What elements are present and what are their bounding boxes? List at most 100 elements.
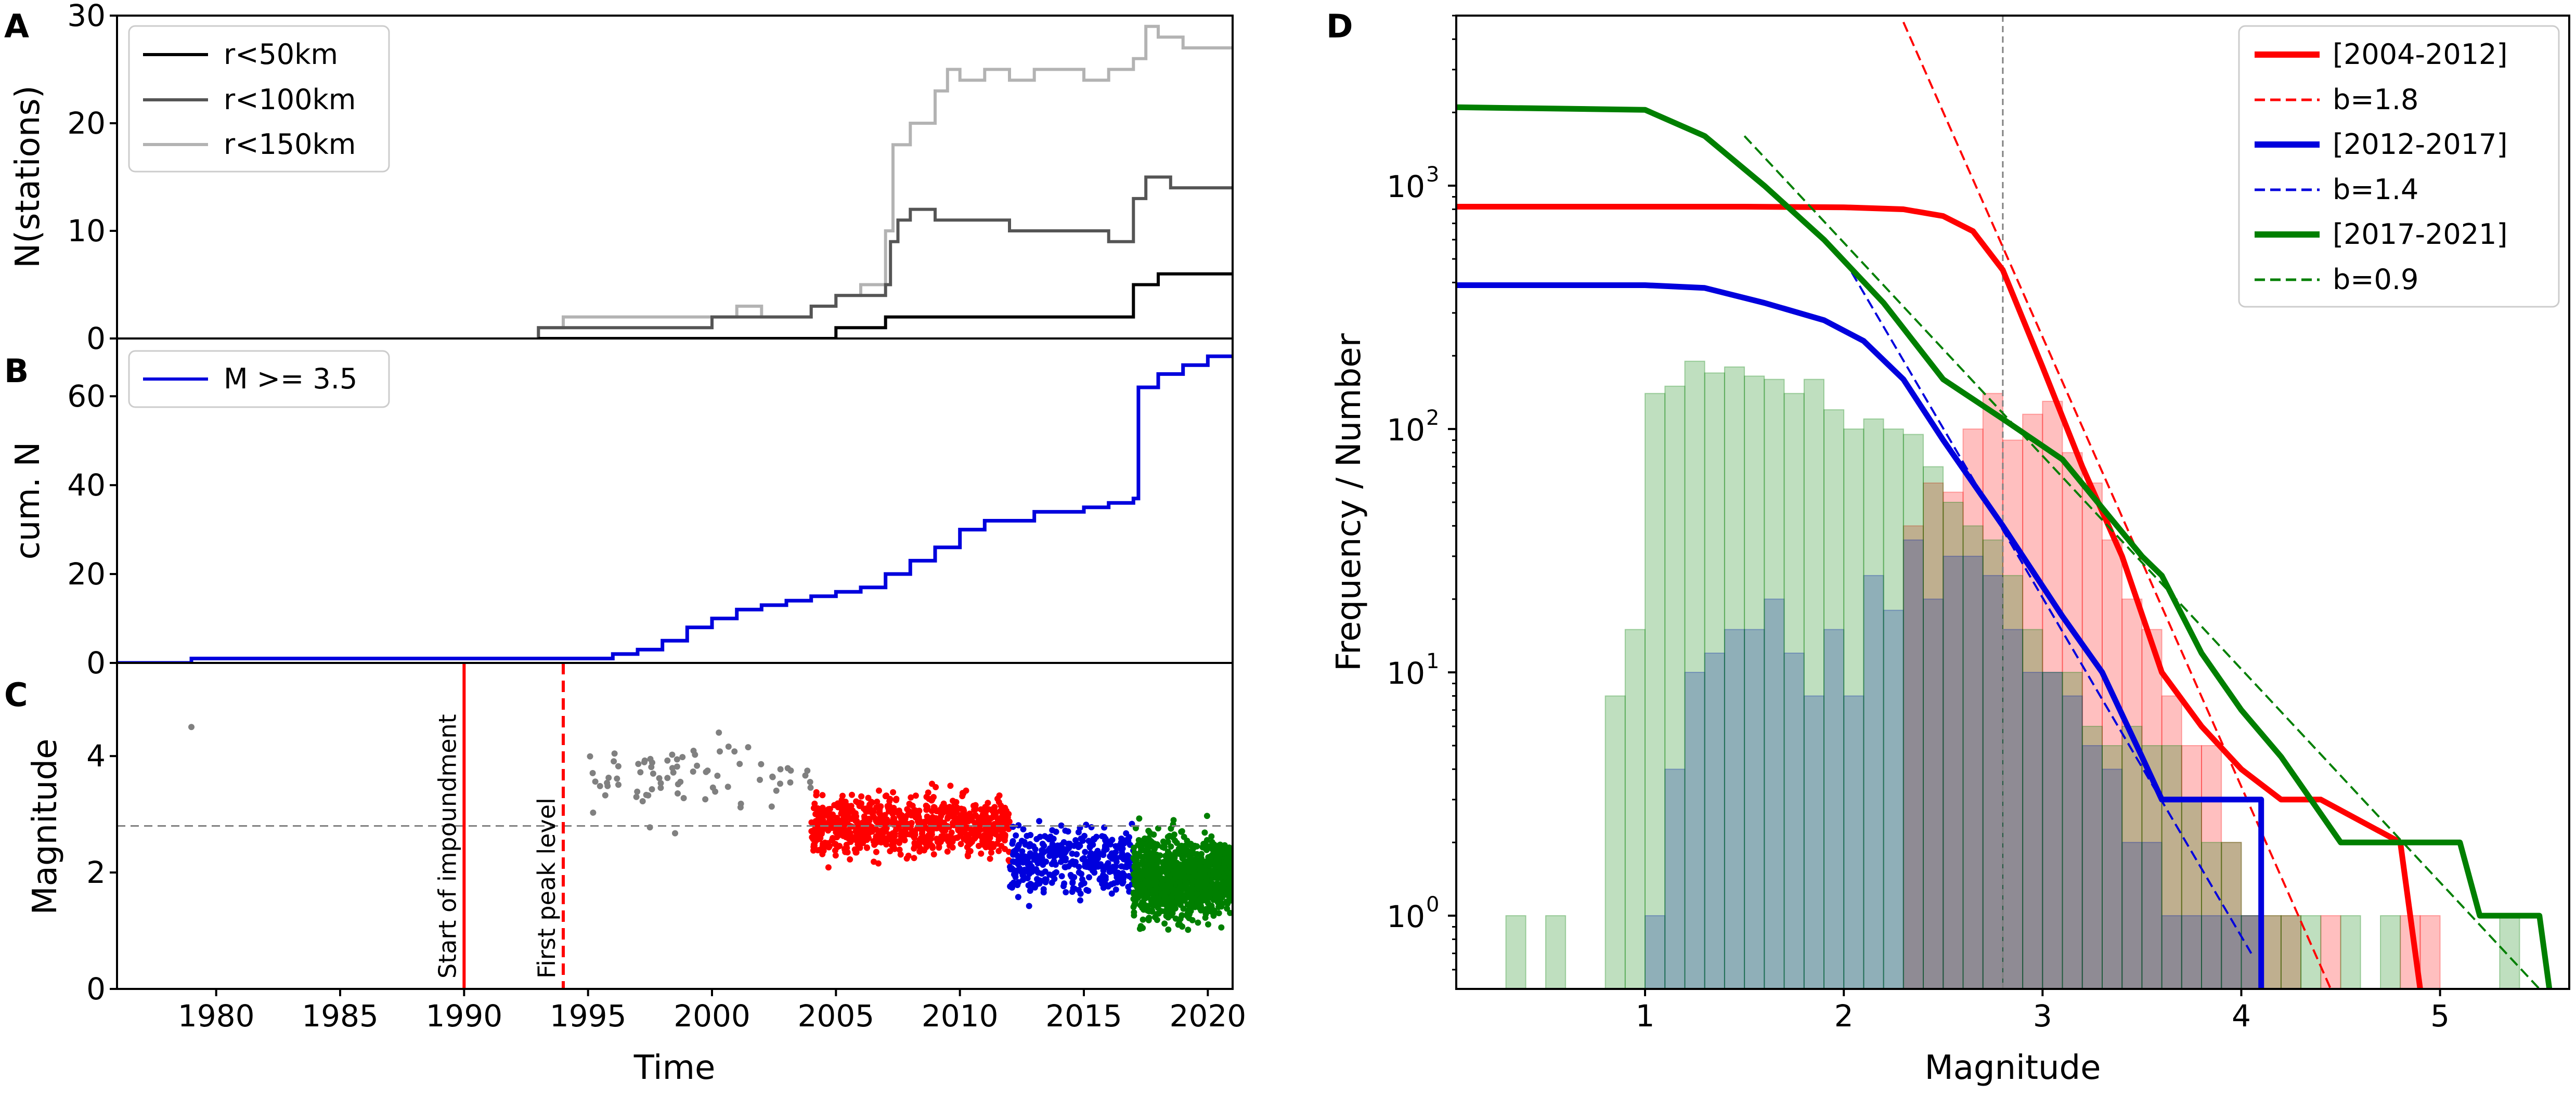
histogram-bar	[2002, 629, 2024, 989]
histogram-bar	[1724, 366, 1745, 989]
event-point	[648, 764, 655, 771]
histogram-bar	[2201, 745, 2222, 989]
histogram-bar	[1783, 393, 1805, 989]
histogram-bar	[2141, 842, 2163, 989]
event-point	[1021, 866, 1028, 873]
event-point	[1093, 833, 1100, 840]
y-tick-label: 10	[1387, 656, 1425, 691]
event-point	[1215, 893, 1222, 900]
panel-d-curves	[1456, 16, 2553, 989]
event-point	[1003, 819, 1010, 826]
event-point	[1027, 861, 1033, 867]
histogram-bar	[2022, 672, 2043, 989]
event-point	[1221, 864, 1227, 871]
event-point	[1026, 903, 1032, 909]
event-point	[946, 842, 953, 849]
y-tick-label: 10	[67, 213, 106, 249]
event-point	[669, 751, 676, 758]
histogram-bar	[1803, 379, 1825, 989]
event-point	[602, 792, 609, 799]
event-point	[857, 844, 863, 851]
histogram-bar	[1624, 629, 1646, 989]
annotation-label: First peak level	[533, 798, 561, 979]
histogram-bar	[2002, 575, 2024, 989]
event-point	[849, 791, 855, 798]
histogram-bar	[1764, 379, 1785, 989]
histogram-bar	[2081, 725, 2103, 989]
event-point	[745, 744, 752, 751]
event-point	[1024, 875, 1031, 881]
event-point	[635, 761, 642, 767]
series-line	[1843, 258, 2253, 954]
event-point	[694, 762, 701, 769]
event-point	[878, 828, 885, 834]
event-point	[709, 784, 716, 791]
event-point	[842, 845, 848, 852]
histogram-bar	[1744, 629, 1765, 989]
histogram-bar	[2081, 482, 2103, 989]
histogram-bar	[2499, 915, 2520, 989]
histogram-bar	[1664, 768, 1686, 989]
event-point	[860, 840, 866, 846]
panel-a-legend-entry-0: r<50km	[224, 38, 338, 71]
event-point	[1163, 912, 1170, 919]
event-point	[1160, 838, 1167, 845]
event-point	[1147, 859, 1154, 866]
event-point	[1140, 924, 1146, 931]
event-point	[592, 778, 599, 785]
event-point	[1140, 854, 1147, 860]
y-tick-exponent: 0	[1426, 893, 1439, 917]
event-point	[964, 844, 970, 851]
event-point	[1022, 841, 1029, 848]
histogram-bar	[1505, 915, 1526, 989]
histogram-bar	[2320, 915, 2341, 989]
event-point	[633, 793, 640, 800]
event-point	[615, 763, 622, 770]
event-point	[1203, 880, 1210, 887]
event-point	[918, 830, 925, 837]
event-point	[1165, 926, 1172, 933]
histogram-bar	[1645, 393, 1666, 989]
histogram-bar	[2260, 915, 2282, 989]
event-point	[890, 789, 897, 796]
y-tick-label: 0	[86, 645, 106, 681]
event-point	[1196, 904, 1203, 911]
x-tick-label: 2	[1834, 998, 1854, 1034]
event-point	[874, 799, 881, 805]
event-point	[672, 830, 678, 837]
event-point	[1131, 844, 1137, 851]
event-point	[1188, 849, 1195, 856]
event-point	[724, 784, 731, 790]
event-point	[1019, 872, 1026, 879]
event-point	[1184, 912, 1191, 919]
y-tick-label: 40	[67, 467, 106, 503]
event-point	[1174, 897, 1181, 904]
event-point	[821, 825, 827, 832]
event-point	[1140, 900, 1146, 907]
event-point	[957, 841, 964, 848]
panel-b-ylabel: cum. N	[9, 442, 47, 560]
event-point	[1147, 842, 1154, 849]
event-point	[1170, 834, 1176, 841]
event-point	[928, 807, 935, 814]
event-point	[1176, 848, 1183, 854]
panel-b-legend-frame	[128, 350, 390, 408]
event-point	[1209, 909, 1216, 916]
event-point	[1090, 841, 1096, 848]
event-point	[826, 843, 833, 850]
event-point	[1044, 835, 1051, 841]
event-point	[1145, 835, 1152, 842]
event-point	[1114, 869, 1121, 876]
histogram-bar	[1843, 695, 1865, 989]
event-point	[674, 763, 680, 770]
event-point	[1150, 868, 1156, 874]
histogram-bar	[1883, 428, 1904, 989]
event-point	[1002, 834, 1008, 841]
event-point	[677, 778, 684, 785]
histogram-bar	[2280, 915, 2302, 989]
event-point	[1185, 908, 1192, 915]
event-point	[1029, 882, 1035, 888]
event-point	[809, 834, 815, 841]
event-point	[871, 858, 877, 865]
